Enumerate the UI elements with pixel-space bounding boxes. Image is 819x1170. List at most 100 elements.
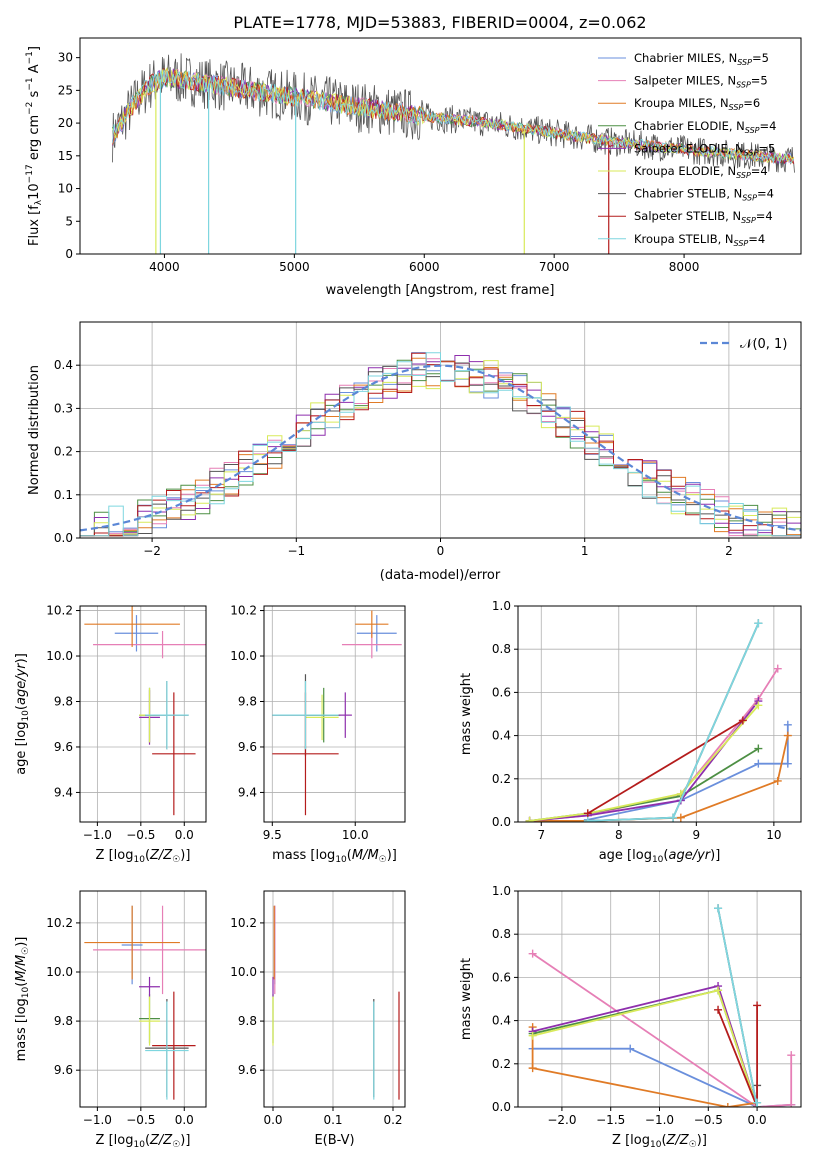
panel-mass_vs_Z: −1.0 −0.5 0.0 9.6 9.8 10.0 10.2 Z [log10(Z/Z☉)]…	[14, 890, 207, 1150]
x-tick-label: 8	[615, 828, 623, 842]
legend-label: Chabrier MILES, NSSP=5	[634, 51, 769, 67]
x-tick-label: 4000	[149, 260, 180, 274]
x-tick-label: 10.0	[342, 828, 369, 842]
axes-frame	[79, 37, 802, 255]
y-tick-label: 9.4	[238, 785, 257, 799]
y-axis-label: age [log10(age/yr)]	[14, 653, 31, 775]
y-tick-label: 9.6	[238, 740, 257, 754]
y-tick-label: 10.2	[46, 916, 73, 930]
y-tick-label: 0.2	[492, 1057, 511, 1071]
y-axis-label: Flux [fλ10−17 erg cm−2 s−1 A−1]	[25, 46, 44, 246]
y-tick-label: 9.6	[54, 740, 73, 754]
y-tick-label: 9.8	[54, 694, 73, 708]
weight-marker	[783, 720, 792, 729]
plot-area-weight_vs_Z	[528, 904, 796, 1107]
weight-line	[587, 719, 744, 815]
x-tick-label: −1.0	[83, 1113, 112, 1127]
panel-residuals: −2 −1 0 1 2 0.0 0.1 0.2 0.3 0.4 (data-model)/error…	[27, 321, 802, 583]
x-axis-label: Z [log10(Z/Z☉)]	[612, 1133, 707, 1150]
weight-marker	[583, 816, 592, 822]
weight-marker	[783, 731, 792, 740]
weight-marker	[738, 716, 747, 725]
y-tick-label: 10.0	[230, 649, 257, 663]
x-tick-label: 7	[537, 828, 545, 842]
x-axis-label: mass [log10(M/M☉)]	[272, 848, 397, 865]
x-axis-label: age [log10(age/yr)]	[599, 848, 721, 865]
x-axis-label: (data-model)/error	[380, 568, 501, 583]
weight-marker	[714, 986, 723, 995]
x-tick-label: 0	[437, 544, 445, 558]
y-tick-label: 25	[58, 83, 73, 97]
panel-spectrum: 4000 5000 6000 7000 8000 0 5 10 15 20 25 30 waveleng…	[25, 37, 802, 298]
y-axis-label: mass weight	[459, 958, 474, 1040]
x-axis-label: E(B-V)	[314, 1133, 354, 1148]
y-tick-label: 0.2	[54, 445, 73, 459]
axes-frame	[263, 605, 406, 823]
weight-marker	[583, 809, 592, 818]
plot-area-spectrum	[112, 53, 795, 254]
x-tick-label: 5000	[279, 260, 310, 274]
legend-label: Salpeter ELODIE, NSSP=5	[634, 141, 775, 157]
legend-label: Kroupa STELIB, NSSP=4	[634, 232, 765, 248]
weight-marker	[626, 1044, 635, 1053]
spectrum-line	[112, 69, 794, 165]
y-axis-label: Normed distribution	[27, 365, 42, 495]
y-tick-label: 1.0	[492, 884, 511, 898]
spectrum-line	[112, 67, 795, 163]
legend-label: Salpeter STELIB, NSSP=4	[634, 209, 773, 225]
axes-frame	[263, 890, 406, 1108]
y-tick-label: 0.4	[492, 1014, 511, 1028]
weight-marker	[528, 1064, 537, 1073]
x-tick-label: 8000	[669, 260, 700, 274]
weight-line	[717, 1005, 758, 1107]
panel-age_vs_mass: 9.5 10.0 9.4 9.6 9.8 10.0 10.2 mass [log10(M/M☉…	[230, 604, 406, 865]
weight-marker	[723, 1103, 732, 1107]
x-tick-label: 9.5	[263, 828, 282, 842]
x-tick-label: −2	[143, 544, 161, 558]
x-axis-label: wavelength [Angstrom, rest frame]	[326, 283, 555, 298]
panel-weight_vs_age: 7 8 9 10 0.0 0.2 0.4 0.6 0.8 1.0 age [log10(age/yr…	[459, 599, 802, 865]
weight-marker	[525, 816, 534, 822]
y-tick-label: 15	[58, 149, 73, 163]
y-tick-label: 0.0	[54, 531, 73, 545]
weight-marker	[773, 664, 782, 673]
axes-frame	[79, 890, 207, 1108]
y-axis-label: mass [log10(M/M☉)]	[14, 937, 31, 1062]
x-axis-label: Z [log10(Z/Z☉)]	[96, 848, 191, 865]
y-tick-label: 10.0	[46, 649, 73, 663]
y-axis-label: mass weight	[459, 673, 474, 755]
y-tick-label: 9.8	[238, 694, 257, 708]
x-tick-label: 9	[693, 828, 701, 842]
y-tick-label: 10.2	[46, 604, 73, 618]
y-tick-label: 9.8	[54, 1014, 73, 1028]
y-tick-label: 9.4	[54, 785, 73, 799]
y-tick-label: 0.6	[492, 970, 511, 984]
y-tick-label: 10.0	[230, 965, 257, 979]
y-tick-label: 0.8	[492, 642, 511, 656]
legend-label: 𝒩(0, 1)	[740, 337, 787, 352]
weight-marker	[714, 904, 723, 913]
plot-area-mass_vs_Z	[84, 905, 206, 1100]
weight-marker	[773, 776, 782, 785]
x-tick-label: 0.0	[175, 828, 194, 842]
axes-frame	[79, 605, 207, 823]
weight-marker	[753, 1001, 762, 1010]
y-tick-label: 10.2	[230, 604, 257, 618]
x-tick-label: 0.0	[263, 1113, 282, 1127]
legend-label: Salpeter MILES, NSSP=5	[634, 74, 768, 90]
legend-label: Chabrier ELODIE, NSSP=4	[634, 119, 776, 135]
x-tick-label: 0.2	[383, 1113, 402, 1127]
y-tick-label: 0.4	[492, 729, 511, 743]
y-tick-label: 0.4	[54, 358, 73, 372]
y-tick-label: 9.6	[54, 1063, 73, 1077]
axes-frame	[517, 605, 802, 823]
y-tick-label: 0	[65, 247, 73, 261]
axes-frame	[79, 321, 802, 539]
y-tick-label: 0.0	[492, 815, 511, 829]
plot-area-age_vs_Z	[84, 606, 206, 816]
x-tick-label: −0.5	[126, 1113, 155, 1127]
y-tick-label: 10.0	[46, 965, 73, 979]
x-tick-label: 0.0	[175, 1113, 194, 1127]
weight-line	[529, 704, 760, 822]
